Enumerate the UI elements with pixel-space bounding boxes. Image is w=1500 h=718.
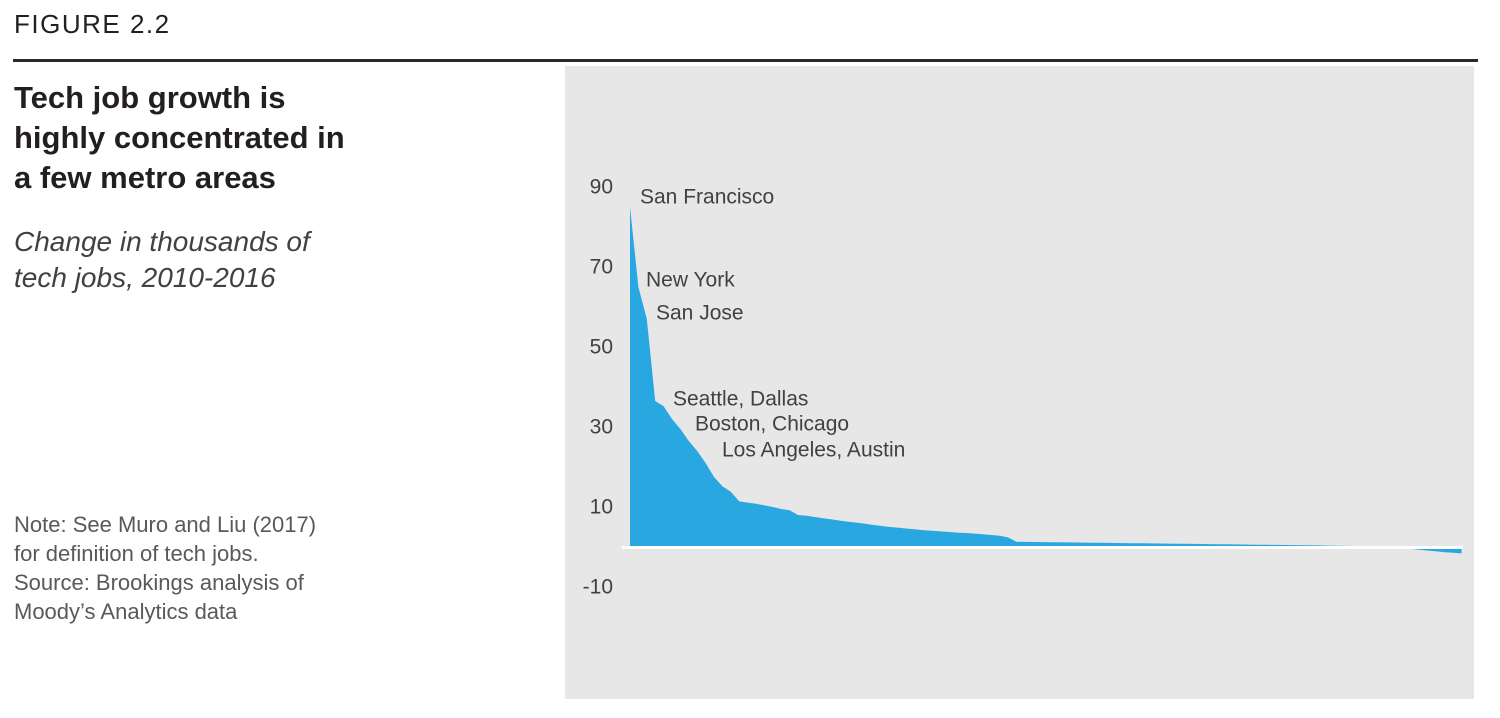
chart-title-line: a few metro areas [14,160,276,195]
metro-annotation: Seattle, Dallas [673,388,808,411]
metro-annotation: New York [646,269,735,292]
chart-note-line: Source: Brookings analysis of [14,570,304,595]
metro-annotation: San Francisco [640,186,774,209]
chart-note-line: Moody’s Analytics data [14,599,238,624]
chart-subtitle-line: Change in thousands of [14,226,310,257]
chart-note: Note: See Muro and Liu (2017) for defini… [14,510,316,626]
chart-title: Tech job growth is highly concentrated i… [14,78,345,198]
metro-annotation: San Jose [656,302,744,325]
metro-annotation: Boston, Chicago [695,413,849,436]
y-axis-tick-label: 10 [590,496,613,519]
y-axis-tick-label: 90 [590,176,613,199]
tech-jobs-area-series [630,207,1462,554]
figure-label: FIGURE 2.2 [14,9,171,39]
chart-note-line: for definition of tech jobs. [14,541,259,566]
chart-panel: 90 70 50 30 10 -10 San Francisco New York San Jo… [565,66,1474,699]
y-axis-tick-label: 50 [590,336,613,359]
metro-annotation: Los Angeles, Austin [722,439,905,462]
y-axis-tick-label: 30 [590,416,613,439]
y-axis-tick-label: -10 [583,576,613,599]
horizontal-rule [13,59,1478,62]
area-chart: 90 70 50 30 10 -10 San Francisco New York San Jo… [583,176,1463,599]
chart-title-line: Tech job growth is [14,80,286,115]
chart-title-line: highly concentrated in [14,120,345,155]
y-axis-tick-label: 70 [590,256,613,279]
chart-note-line: Note: See Muro and Liu (2017) [14,512,317,537]
chart-subtitle: Change in thousands of tech jobs, 2010-2… [14,224,310,296]
zero-baseline [622,546,1463,549]
chart-subtitle-line: tech jobs, 2010-2016 [14,262,276,293]
